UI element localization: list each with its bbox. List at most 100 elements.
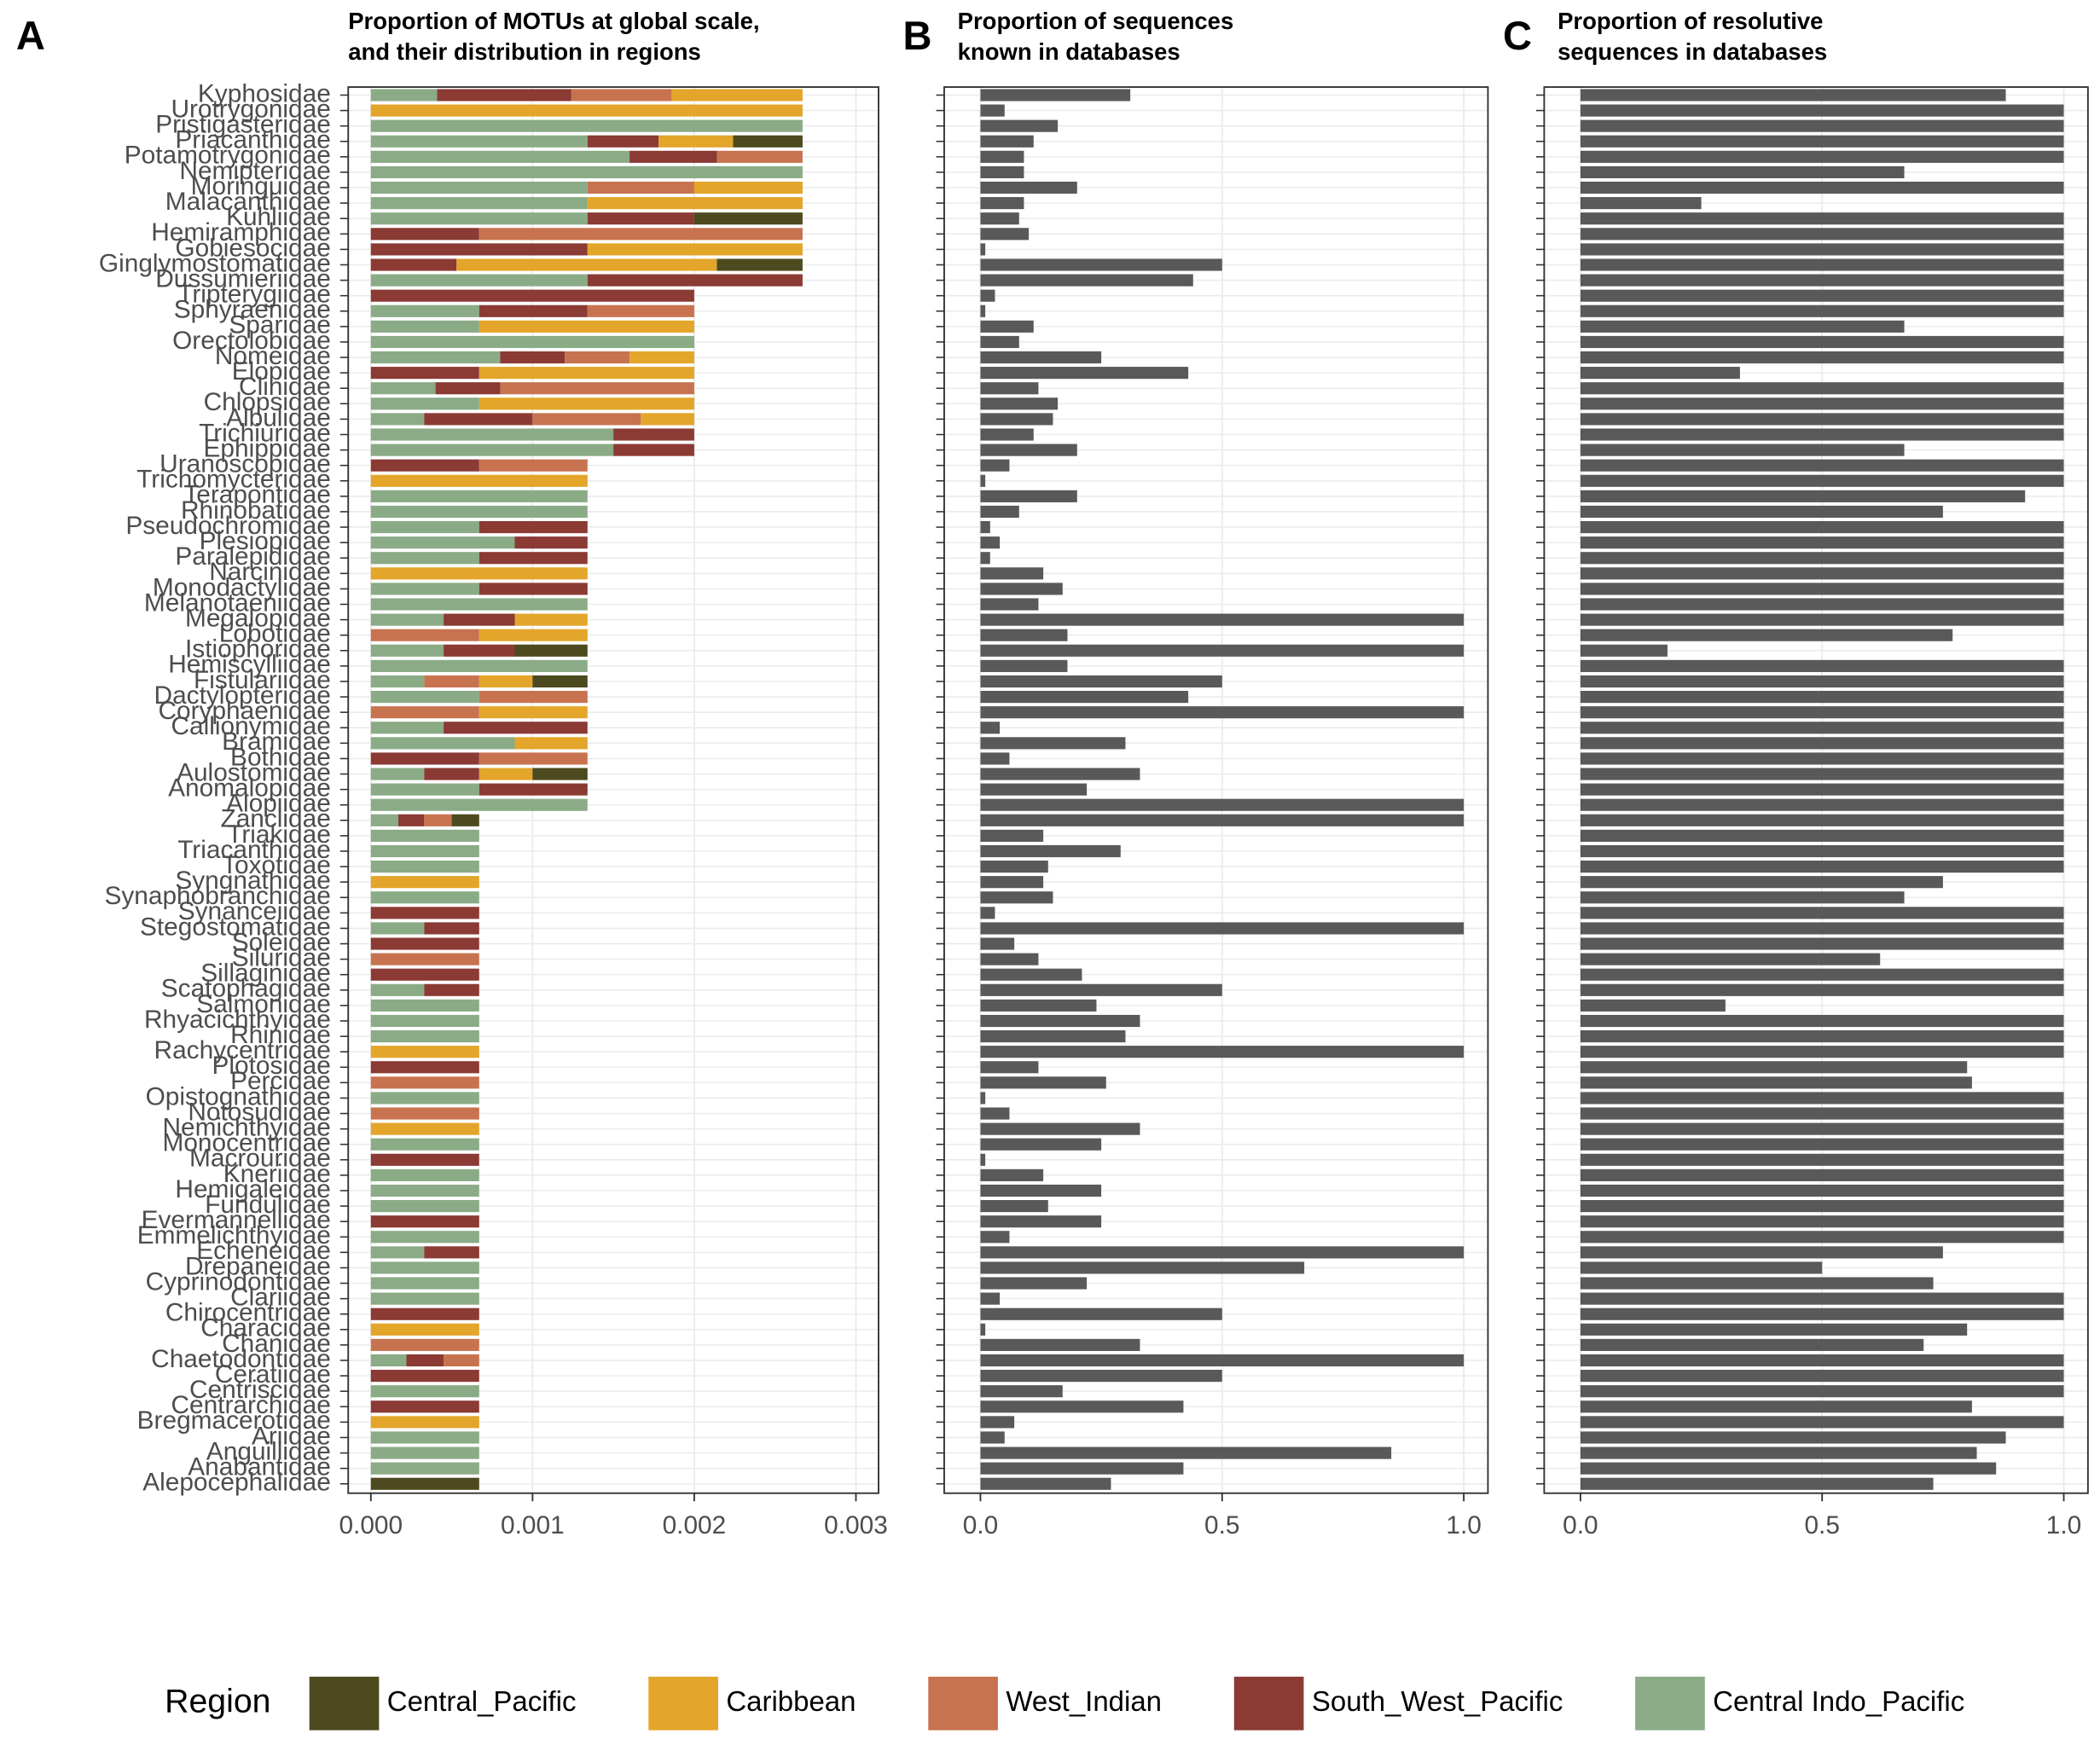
- y-tick-label: Pseudochromidae: [125, 512, 330, 540]
- panel-title: known in databases: [958, 38, 1181, 65]
- bar: [1580, 783, 2064, 796]
- bar-segment: [587, 135, 659, 148]
- bar-segment: [370, 1184, 479, 1197]
- bar-segment: [444, 613, 515, 626]
- bar-segment: [370, 197, 588, 210]
- bar-segment: [370, 644, 444, 657]
- bar: [980, 1385, 1063, 1398]
- legend-swatch: [1233, 1676, 1304, 1731]
- y-tick-label: Anguillidae: [206, 1437, 331, 1465]
- bar: [980, 397, 1059, 410]
- bar: [1580, 1323, 1968, 1336]
- y-tick-label: Aulostomidae: [177, 758, 331, 786]
- bar: [980, 1092, 986, 1105]
- bar-segment: [370, 629, 479, 641]
- bar-segment: [587, 243, 803, 256]
- bar-segment: [370, 814, 399, 826]
- y-tick-label: Scatophagidae: [161, 975, 331, 1003]
- bar: [980, 135, 1034, 148]
- bar-segment: [370, 274, 588, 287]
- x-tick-label: 1.0: [2046, 1511, 2081, 1539]
- y-tick-label: Anabantidae: [188, 1453, 331, 1481]
- bar: [980, 1277, 1088, 1290]
- bar: [980, 89, 1131, 101]
- y-tick-label: Sillaginidae: [200, 960, 331, 988]
- bar: [1580, 1370, 2064, 1383]
- bar-segment: [370, 119, 803, 132]
- bar-segment: [370, 937, 479, 950]
- bar-segment: [370, 659, 588, 672]
- bar-segment: [479, 629, 588, 641]
- bar-segment: [370, 459, 479, 472]
- bar: [1580, 1231, 2064, 1244]
- bar-segment: [479, 304, 588, 317]
- bar: [980, 1153, 986, 1166]
- bar-segment: [500, 351, 566, 364]
- bar: [1580, 675, 2064, 688]
- bar-segment: [532, 675, 588, 688]
- bar-segment: [370, 675, 425, 688]
- bar-segment: [370, 367, 479, 380]
- bar-segment: [370, 413, 425, 426]
- bar: [1580, 798, 2064, 811]
- x-tick-label: 0.002: [663, 1511, 727, 1539]
- bar: [980, 1168, 1044, 1181]
- bar: [980, 937, 1015, 950]
- legend-label: West_Indian: [1006, 1685, 1162, 1717]
- bar: [980, 922, 1465, 935]
- bar-segment: [444, 1354, 479, 1367]
- bar: [1580, 335, 2064, 349]
- y-tick-label: Centriscidae: [189, 1376, 331, 1404]
- bar-segment: [424, 922, 479, 935]
- bar-segment: [370, 1046, 479, 1058]
- y-tick-label: Orectolobidae: [172, 327, 331, 355]
- legend-label: Central Indo_Pacific: [1713, 1685, 1964, 1717]
- y-tick-label: Alepocephalidae: [142, 1469, 331, 1497]
- bar: [1580, 1277, 1934, 1290]
- bar-segment: [424, 1246, 479, 1259]
- bar: [1580, 304, 2064, 317]
- bar: [1580, 382, 2064, 395]
- bar-segment: [370, 953, 479, 965]
- y-tick-label: Kneriidae: [223, 1160, 331, 1188]
- bar: [980, 722, 1001, 734]
- bar-segment: [370, 691, 479, 704]
- bar: [980, 474, 986, 487]
- bar-segment: [370, 891, 479, 904]
- bar: [1580, 598, 2064, 611]
- bar-segment: [370, 1477, 479, 1490]
- bar: [980, 1246, 1465, 1259]
- bar-segment: [479, 320, 694, 333]
- bar-segment: [370, 382, 436, 395]
- bar-segment: [370, 1231, 479, 1244]
- y-tick-label: Lobotidae: [219, 620, 331, 648]
- y-tick-label: Hemiramphidae: [151, 218, 331, 246]
- bar-segment: [370, 1061, 479, 1074]
- bar-segment: [693, 212, 803, 225]
- bar-segment: [514, 536, 588, 549]
- bar: [1580, 119, 2064, 132]
- bar-segment: [370, 304, 479, 317]
- bar: [1580, 1385, 2064, 1398]
- bar: [980, 428, 1034, 441]
- bar: [1580, 1447, 1977, 1459]
- bar: [1580, 413, 2064, 426]
- bar: [1580, 1400, 1972, 1413]
- y-tick-label: Rhinidae: [230, 1021, 331, 1049]
- bar: [980, 150, 1024, 163]
- bar-segment: [451, 814, 479, 826]
- y-tick-label: Melanotaeniidae: [144, 588, 331, 617]
- bar: [1580, 1462, 1997, 1475]
- bar: [980, 212, 1019, 225]
- bar-segment: [370, 150, 630, 163]
- bar-segment: [479, 397, 694, 410]
- y-tick-label: Ceratiidae: [215, 1360, 331, 1389]
- y-tick-label: Plotosidae: [212, 1052, 331, 1080]
- bar-segment: [370, 737, 515, 750]
- bar: [1580, 212, 2064, 225]
- bar-segment: [479, 675, 533, 688]
- bar-segment: [613, 444, 694, 456]
- bar-segment: [370, 1107, 479, 1120]
- bar: [980, 706, 1465, 719]
- bar: [980, 1030, 1126, 1043]
